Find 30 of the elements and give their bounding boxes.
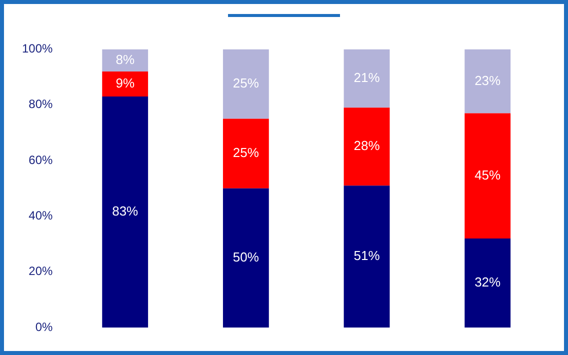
data-label: 8% bbox=[116, 52, 135, 67]
bar bbox=[464, 113, 511, 239]
y-tick-label: 60% bbox=[28, 152, 54, 167]
bar bbox=[344, 108, 390, 186]
bar bbox=[464, 49, 511, 114]
data-label: 25% bbox=[232, 145, 260, 160]
y-tick-label: 0% bbox=[35, 320, 54, 334]
data-label: 83% bbox=[112, 204, 139, 219]
bar bbox=[102, 96, 148, 328]
data-label: 45% bbox=[474, 167, 502, 182]
data-label: 23% bbox=[474, 72, 502, 88]
data-label: 25% bbox=[232, 76, 260, 91]
data-label: 50% bbox=[232, 250, 260, 265]
bar bbox=[344, 49, 390, 108]
bar bbox=[344, 186, 390, 328]
y-tick-label: 40% bbox=[28, 208, 54, 223]
bar bbox=[464, 238, 511, 328]
data-label: 51% bbox=[354, 248, 380, 264]
bar bbox=[222, 118, 269, 188]
bar bbox=[222, 188, 269, 328]
data-label: 21% bbox=[354, 70, 380, 86]
y-tick-label: 80% bbox=[28, 97, 54, 112]
bar bbox=[102, 71, 148, 97]
data-label: 32% bbox=[474, 274, 502, 290]
y-tick-label: 20% bbox=[28, 264, 54, 278]
bar bbox=[102, 49, 148, 72]
data-label: 9% bbox=[116, 76, 135, 91]
bar bbox=[222, 49, 269, 119]
data-label: 28% bbox=[354, 138, 380, 154]
y-tick-label: 100% bbox=[22, 42, 54, 56]
